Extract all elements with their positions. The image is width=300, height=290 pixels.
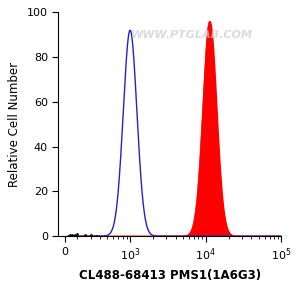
Y-axis label: Relative Cell Number: Relative Cell Number	[8, 62, 21, 187]
Text: WWW.PTGLAB.COM: WWW.PTGLAB.COM	[131, 30, 253, 40]
X-axis label: CL488-68413 PMS1(1A6G3): CL488-68413 PMS1(1A6G3)	[79, 269, 261, 282]
